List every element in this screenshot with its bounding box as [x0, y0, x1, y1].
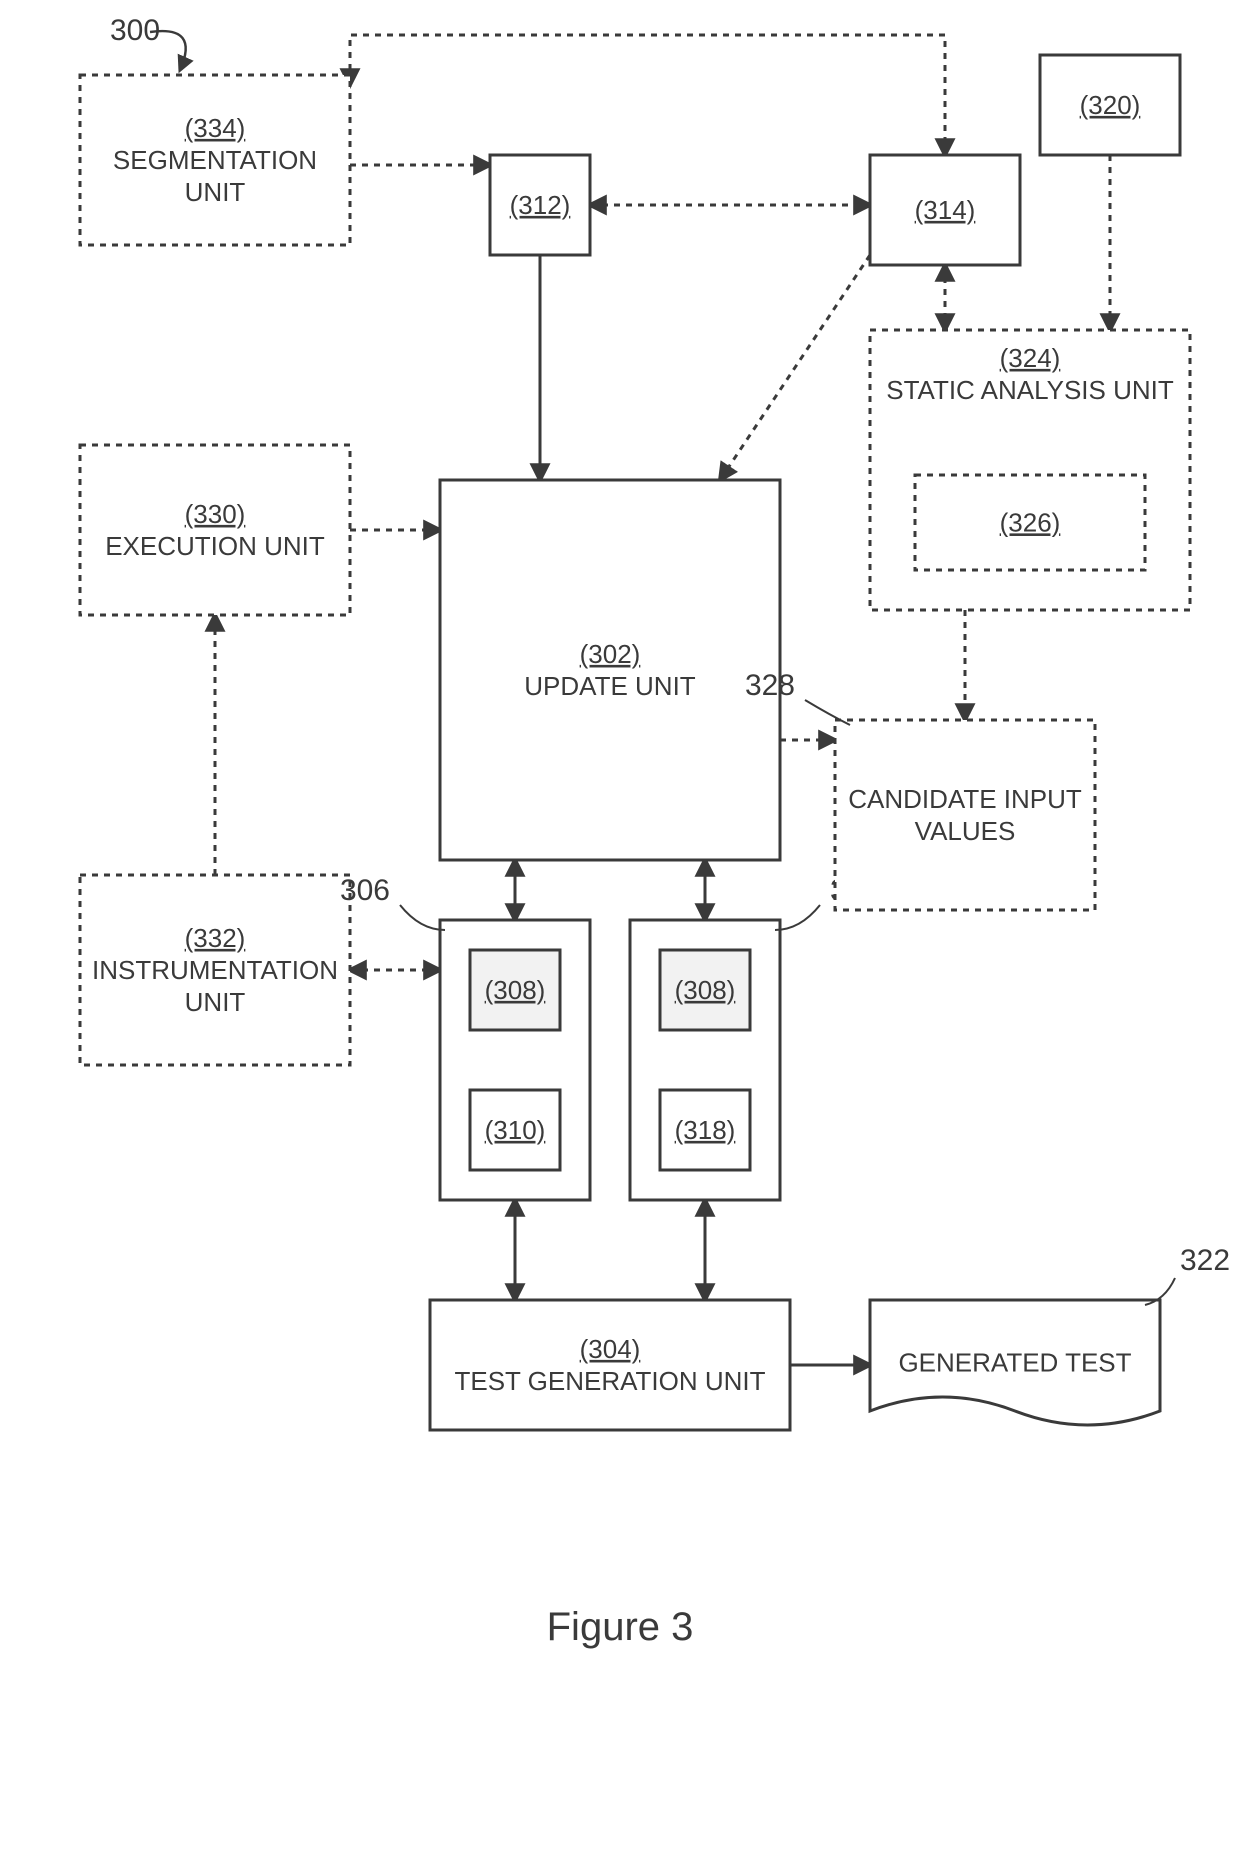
node-label: UNIT	[185, 177, 246, 207]
node-generated_test: GENERATED TEST 322	[870, 1244, 1230, 1425]
callout-label: 322	[1180, 1244, 1230, 1277]
node-label: GENERATED TEST	[898, 1347, 1131, 1377]
node-label: UPDATE UNIT	[524, 671, 696, 701]
node-threeTwelve: (312)	[490, 155, 590, 255]
node-label: (302)	[580, 639, 641, 669]
node-label: TEST GENERATION UNIT	[454, 1366, 765, 1396]
node-execution: (330)EXECUTION UNIT	[80, 445, 350, 615]
node-test_gen: (304)TEST GENERATION UNIT	[430, 1300, 790, 1430]
node-inner318: (318)	[660, 1090, 750, 1170]
node-segmentation: (334)SEGMENTATIONUNIT	[80, 75, 350, 245]
node-threeTwenty: (320)	[1040, 55, 1180, 155]
node-inner310: (310)	[470, 1090, 560, 1170]
callout-label: 328	[745, 669, 795, 702]
node-static_inner: (326)	[915, 475, 1145, 570]
node-label: (324)	[1000, 343, 1061, 373]
node-label: INSTRUMENTATION	[92, 955, 338, 985]
node-label: SEGMENTATION	[113, 145, 317, 175]
figure-caption: Figure 3	[547, 1605, 694, 1649]
node-inner308b: (308)	[660, 950, 750, 1030]
edge-threeFourteen-update	[720, 255, 870, 480]
node-label: (326)	[1000, 507, 1061, 537]
node-label: (320)	[1080, 90, 1141, 120]
node-label: (314)	[915, 195, 976, 225]
node-label: CANDIDATE INPUT	[848, 784, 1082, 814]
node-instrumentation: (332)INSTRUMENTATIONUNIT	[80, 875, 350, 1065]
node-label: (308)	[485, 975, 546, 1005]
node-label: UNIT	[185, 987, 246, 1017]
node-update: (302)UPDATE UNIT	[440, 480, 780, 860]
node-label: (330)	[185, 499, 246, 529]
edge-threeFourteen-segmentation	[350, 35, 945, 155]
node-label: VALUES	[915, 816, 1016, 846]
node-label: (332)	[185, 923, 246, 953]
node-label: (312)	[510, 190, 571, 220]
node-label: (304)	[580, 1334, 641, 1364]
node-label: (310)	[485, 1115, 546, 1145]
callout-label: 306	[340, 874, 390, 907]
node-candidate: CANDIDATE INPUTVALUES 328	[745, 669, 1095, 910]
node-label: EXECUTION UNIT	[105, 531, 325, 561]
node-label: (308)	[675, 975, 736, 1005]
node-label: STATIC ANALYSIS UNIT	[886, 375, 1174, 405]
node-label: (318)	[675, 1115, 736, 1145]
node-label: (334)	[185, 113, 246, 143]
node-threeFourteen: (314)	[870, 155, 1020, 265]
node-inner308a: (308)	[470, 950, 560, 1030]
figure-3-diagram: (334)SEGMENTATIONUNIT(330)EXECUTION UNIT…	[0, 0, 1240, 1862]
